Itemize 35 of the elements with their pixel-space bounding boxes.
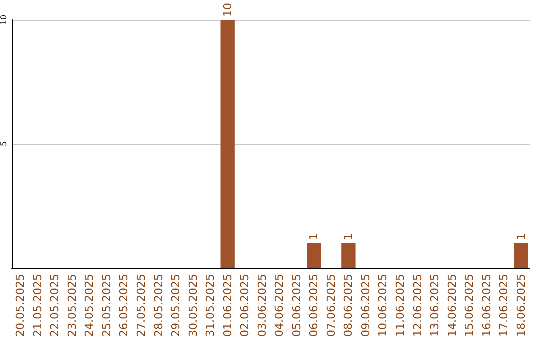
x-tick-label: 14.06.2025 [446,274,459,338]
x-tick-label: 30.05.2025 [186,274,200,338]
x-tick-label: 10.06.2025 [376,274,390,338]
y-tick-label: 5 [0,141,8,147]
x-tick-label: 16.06.2025 [480,274,494,338]
data-label: 1 [308,233,321,240]
x-tick-label: 09.06.2025 [359,274,372,338]
x-tick-label: 29.05.2025 [170,274,183,338]
data-label: 10 [221,3,234,17]
x-tick-label: 28.05.2025 [152,274,166,338]
x-tick-label: 06.06.2025 [308,274,321,338]
x-tick-label: 17.06.2025 [498,274,511,338]
x-tick-label: 22.05.2025 [48,274,62,338]
x-tick-label: 31.05.2025 [204,274,218,338]
x-tick-label: 26.05.2025 [118,274,131,338]
x-tick-label: 27.05.2025 [135,274,148,338]
x-tick-label: 05.06.2025 [290,274,304,338]
x-tick-label: 03.06.2025 [256,274,269,338]
x-tick-label: 21.05.2025 [31,274,44,338]
x-tick-label: 02.06.2025 [238,274,252,338]
x-tick-label: 20.05.2025 [14,274,28,338]
x-tick-label: 11.06.2025 [394,274,407,338]
x-tick-label: 24.05.2025 [83,274,96,338]
x-tick-label: 01.06.2025 [221,274,234,338]
x-tick-label: 18.06.2025 [514,274,528,338]
data-label: 1 [342,233,356,240]
x-tick-label: 08.06.2025 [342,274,356,338]
x-tick-label: 25.05.2025 [100,274,114,338]
x-tick-label: 15.06.2025 [463,274,476,338]
x-tick-label: 23.05.2025 [66,274,79,338]
x-tick-label: 04.06.2025 [273,274,286,338]
data-label: 1 [514,233,528,240]
x-tick-label: 13.06.2025 [428,274,442,338]
x-tick-label: 12.06.2025 [411,274,424,338]
x-tick-label: 07.06.2025 [324,274,338,338]
